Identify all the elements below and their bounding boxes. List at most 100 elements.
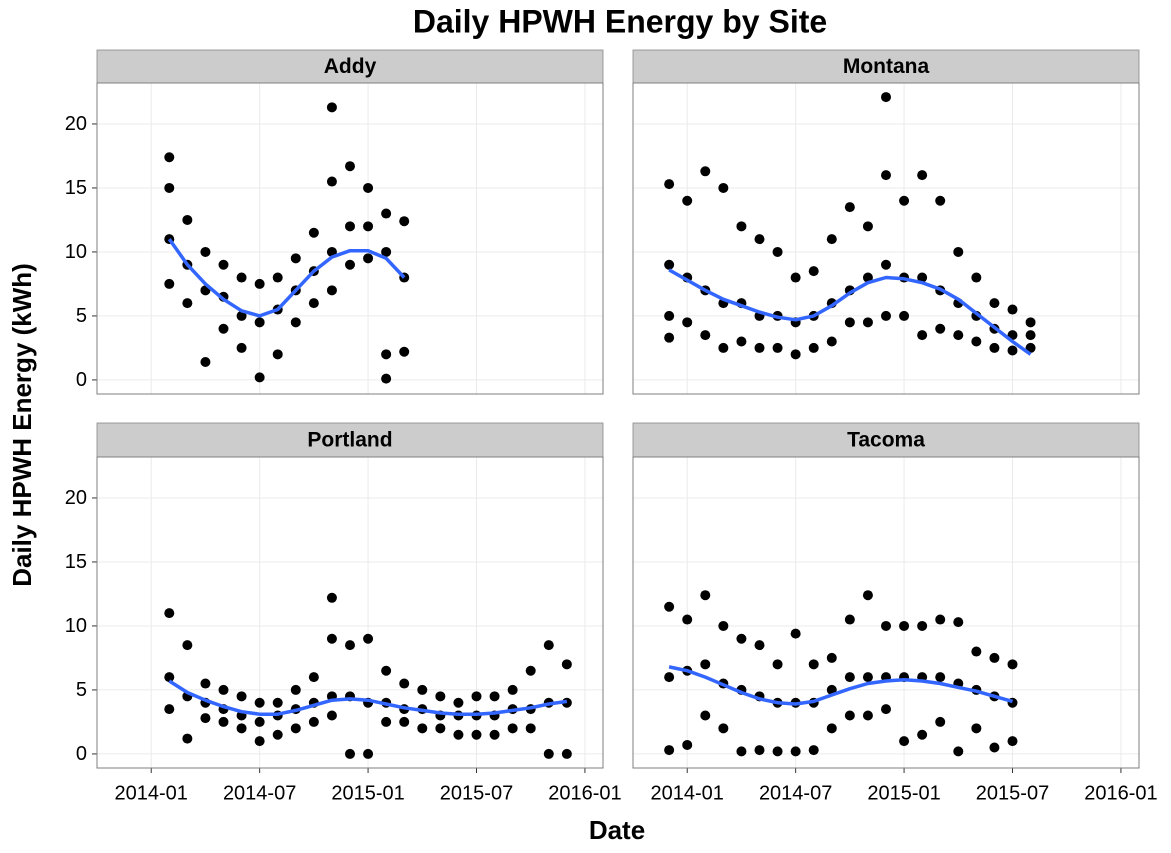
point xyxy=(326,285,337,296)
strip xyxy=(632,49,1140,84)
point xyxy=(1007,736,1018,747)
point xyxy=(682,195,693,206)
point xyxy=(718,723,729,734)
point xyxy=(272,349,283,360)
point xyxy=(381,246,392,257)
point xyxy=(881,620,891,631)
point xyxy=(561,748,572,759)
point xyxy=(200,713,211,724)
point xyxy=(272,697,283,708)
point xyxy=(200,678,211,689)
point xyxy=(182,733,193,744)
point xyxy=(435,691,446,702)
point xyxy=(935,614,946,625)
point xyxy=(862,272,873,283)
panel-background xyxy=(97,83,603,394)
point xyxy=(736,221,747,232)
point xyxy=(399,678,410,689)
point xyxy=(790,272,801,283)
point xyxy=(917,729,928,740)
point xyxy=(272,272,283,283)
point xyxy=(236,310,247,321)
point xyxy=(236,272,247,283)
point xyxy=(308,298,319,309)
point xyxy=(182,640,193,651)
point xyxy=(844,710,855,721)
point xyxy=(182,214,193,225)
point xyxy=(399,346,410,357)
point xyxy=(971,646,982,657)
point xyxy=(664,310,675,321)
point xyxy=(182,298,193,309)
point xyxy=(453,697,464,708)
point xyxy=(200,246,211,257)
x-axis-label: Date xyxy=(589,815,645,845)
point xyxy=(881,170,891,181)
point xyxy=(507,723,518,734)
point xyxy=(953,746,964,757)
smooth-line xyxy=(167,238,406,318)
point xyxy=(453,729,464,740)
point xyxy=(363,182,374,193)
point xyxy=(718,182,729,193)
point xyxy=(790,746,801,757)
point xyxy=(862,590,873,601)
point xyxy=(399,216,410,227)
y-tick-label: 20 xyxy=(65,487,87,509)
y-tick-label: 5 xyxy=(76,305,87,327)
point xyxy=(736,336,747,347)
point xyxy=(326,710,337,721)
point xyxy=(326,102,337,113)
point xyxy=(218,716,229,727)
point xyxy=(700,590,711,601)
y-tick-label: 15 xyxy=(65,177,87,199)
strip xyxy=(96,422,604,458)
point xyxy=(844,614,855,625)
point xyxy=(1025,317,1036,328)
point xyxy=(525,665,536,676)
point xyxy=(345,640,355,651)
point xyxy=(254,697,265,708)
point xyxy=(736,633,747,644)
point xyxy=(164,152,175,163)
point xyxy=(236,342,247,353)
point xyxy=(218,323,229,334)
point xyxy=(664,259,675,270)
point xyxy=(254,716,265,727)
point xyxy=(308,716,319,727)
point xyxy=(200,357,211,368)
x-tick-label: 2016-01 xyxy=(1084,782,1157,804)
point xyxy=(381,716,392,727)
point xyxy=(917,620,928,631)
point xyxy=(326,592,337,603)
point xyxy=(700,166,711,177)
point xyxy=(471,729,482,740)
point xyxy=(236,723,247,734)
point xyxy=(254,372,265,383)
point xyxy=(471,691,482,702)
point xyxy=(164,672,175,683)
point xyxy=(682,317,693,328)
point xyxy=(862,672,873,683)
point xyxy=(917,170,928,181)
panel-border xyxy=(96,82,604,395)
x-tick-label: 2015-01 xyxy=(867,782,940,804)
point xyxy=(682,614,693,625)
point xyxy=(989,742,1000,753)
point xyxy=(345,221,355,232)
point xyxy=(164,704,175,715)
point xyxy=(363,221,374,232)
point xyxy=(935,195,946,206)
point xyxy=(772,342,783,353)
x-tick-label: 2014-01 xyxy=(115,782,188,804)
point xyxy=(417,723,428,734)
strip-label: Portland xyxy=(307,429,392,452)
point xyxy=(290,684,301,695)
point xyxy=(700,710,711,721)
point xyxy=(682,739,693,750)
point xyxy=(543,640,554,651)
point xyxy=(308,227,319,238)
y-tick-label: 0 xyxy=(76,743,87,765)
point xyxy=(754,234,765,245)
point xyxy=(862,317,873,328)
